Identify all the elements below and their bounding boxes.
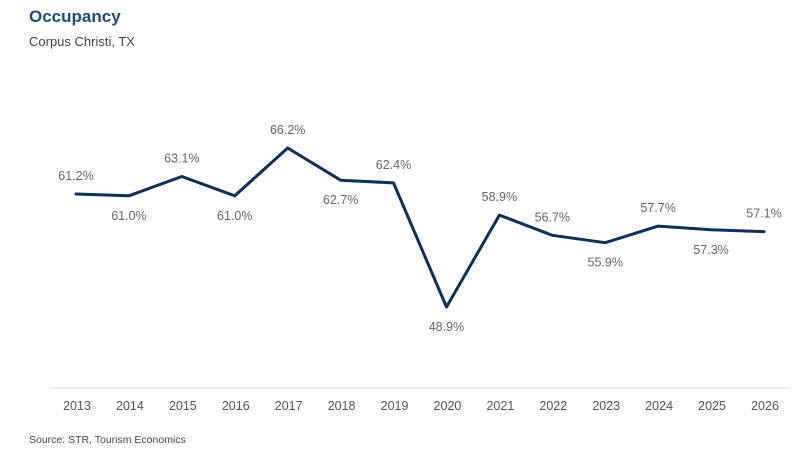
data-label-2018: 62.7%	[323, 193, 358, 207]
data-label-2022: 56.7%	[535, 210, 570, 224]
data-label-2026: 57.1%	[746, 207, 781, 221]
x-tick-label-2013: 2013	[63, 399, 91, 413]
x-tick-label-2021: 2021	[486, 399, 514, 413]
data-label-2017: 66.2%	[270, 123, 305, 137]
data-label-2019: 62.4%	[376, 158, 411, 172]
x-tick-label-2024: 2024	[645, 399, 673, 413]
x-tick-label-2019: 2019	[381, 399, 409, 413]
x-tick-label-2014: 2014	[116, 399, 144, 413]
chart-title: Occupancy	[29, 7, 121, 26]
x-tick-label-2016: 2016	[222, 399, 250, 413]
x-tick-label-2022: 2022	[539, 399, 567, 413]
chart-subtitle: Corpus Christi, TX	[29, 34, 135, 49]
data-label-2025: 57.3%	[693, 243, 728, 257]
data-label-2014: 61.0%	[111, 209, 146, 223]
data-label-2024: 57.7%	[640, 201, 675, 215]
x-tick-label-2015: 2015	[169, 399, 197, 413]
x-tick-label-2023: 2023	[592, 399, 620, 413]
x-tick-label-2018: 2018	[328, 399, 356, 413]
x-tick-label-2020: 2020	[434, 399, 462, 413]
data-label-2015: 63.1%	[164, 151, 199, 165]
data-label-2023: 55.9%	[588, 256, 623, 270]
data-label-2021: 58.9%	[482, 190, 517, 204]
x-tick-label-2025: 2025	[698, 399, 726, 413]
data-label-2016: 61.0%	[217, 209, 252, 223]
source-note: Source: STR, Tourism Economics	[29, 434, 186, 446]
x-tick-label-2026: 2026	[751, 399, 779, 413]
series-line-occupancy	[74, 146, 766, 309]
data-label-2013: 61.2%	[58, 169, 93, 183]
x-tick-label-2017: 2017	[275, 399, 303, 413]
data-label-2020: 48.9%	[429, 320, 464, 334]
